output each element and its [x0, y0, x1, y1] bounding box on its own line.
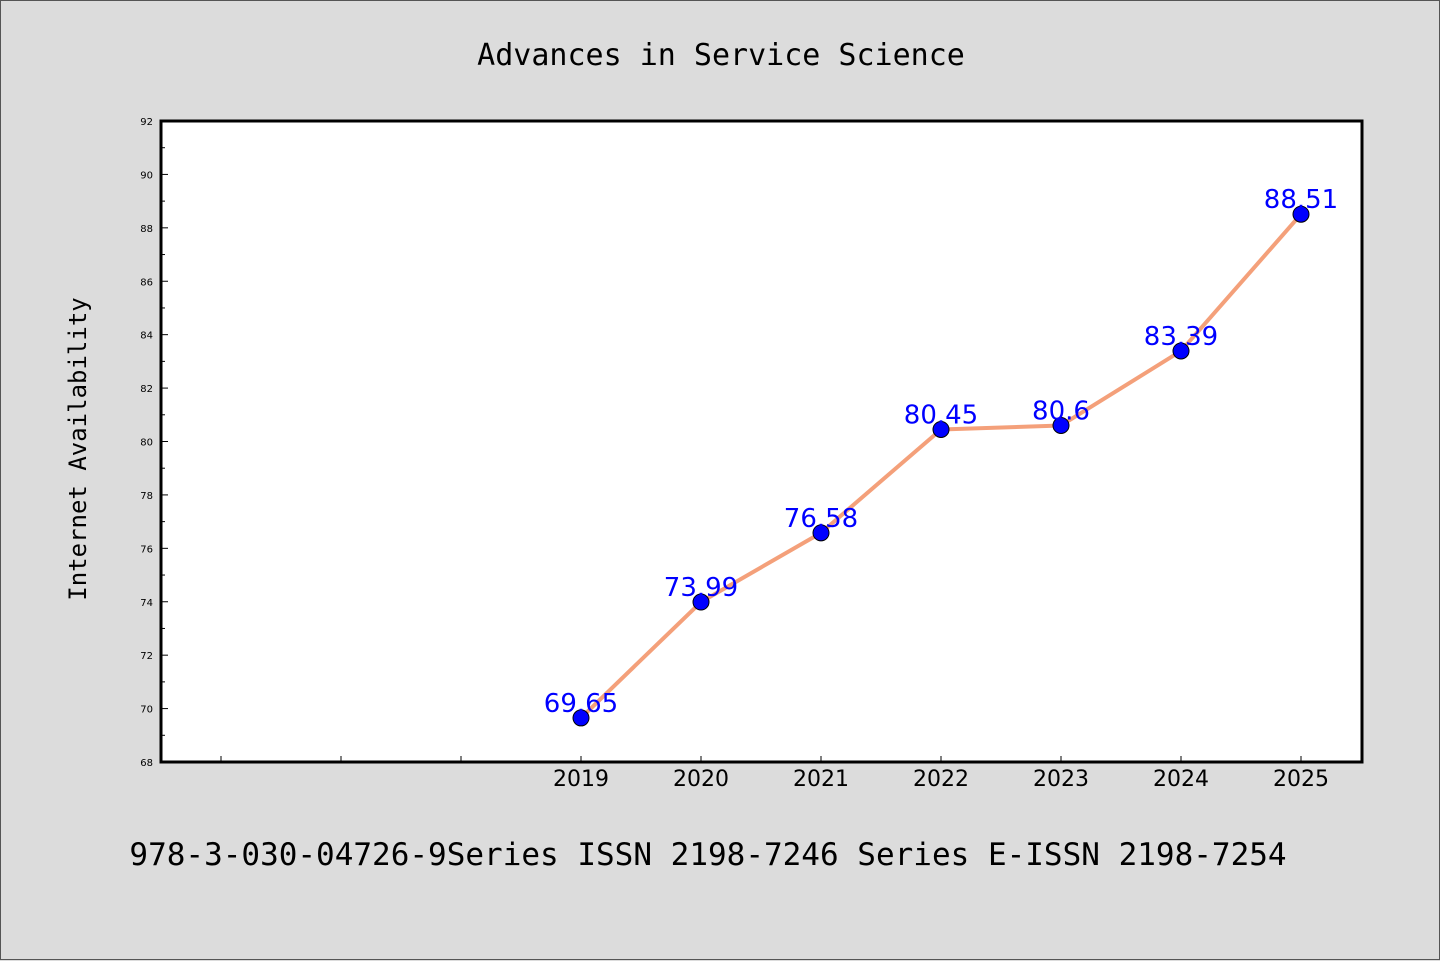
footer-text: 978-3-030-04726-9Series ISSN 2198-7246 S… — [129, 837, 1286, 873]
plot-area — [159, 119, 1364, 764]
y-tick-label: 90 — [140, 170, 153, 181]
y-tick-label: 70 — [140, 705, 153, 716]
data-label: 88.51 — [1264, 185, 1338, 215]
y-tick-label: 68 — [140, 758, 153, 769]
data-point — [572, 709, 590, 727]
y-tick-label: 86 — [140, 277, 153, 288]
y-tick-label: 74 — [140, 598, 153, 609]
data-label: 80.6 — [1032, 396, 1090, 426]
data-labels: 69.65 73.99 76.58 80.45 80.6 83.39 88.51 — [544, 185, 1338, 719]
x-tick-label: 2024 — [1153, 767, 1209, 792]
y-tick-label: 88 — [140, 224, 153, 235]
x-axis: 2019 2020 2021 2022 2023 2024 2025 — [220, 756, 1329, 792]
x-tick-label: 2019 — [553, 767, 609, 792]
y-tick-label: 84 — [140, 331, 153, 342]
data-label: 69.65 — [544, 689, 618, 719]
x-tick-label: 2021 — [793, 767, 849, 792]
data-point — [1052, 416, 1070, 434]
data-point — [692, 593, 710, 611]
x-tick-label: 2022 — [913, 767, 969, 792]
x-tick-label: 2025 — [1273, 767, 1329, 792]
y-tick-label: 80 — [140, 438, 153, 449]
data-label: 83.39 — [1144, 322, 1218, 352]
x-tick-label: 2023 — [1033, 767, 1089, 792]
data-label: 73.99 — [664, 573, 738, 603]
data-point — [1172, 342, 1190, 360]
y-tick-label: 72 — [140, 651, 153, 662]
y-axis-label: Internet Availability — [64, 297, 92, 600]
y-axis: 68 70 72 74 76 78 80 82 84 86 88 90 92 — [140, 117, 168, 769]
data-point — [932, 420, 950, 438]
y-tick-label: 82 — [140, 384, 153, 395]
chart-title: Advances in Service Science — [477, 38, 965, 73]
y-tick-label: 78 — [140, 491, 153, 502]
x-tick-label: 2020 — [673, 767, 729, 792]
y-tick-label: 76 — [140, 544, 153, 555]
data-point — [1292, 205, 1310, 223]
series-layer — [572, 205, 1310, 727]
data-label: 80.45 — [904, 400, 978, 430]
data-label: 76.58 — [784, 504, 858, 534]
y-tick-label: 92 — [140, 117, 153, 128]
data-point — [812, 524, 830, 542]
